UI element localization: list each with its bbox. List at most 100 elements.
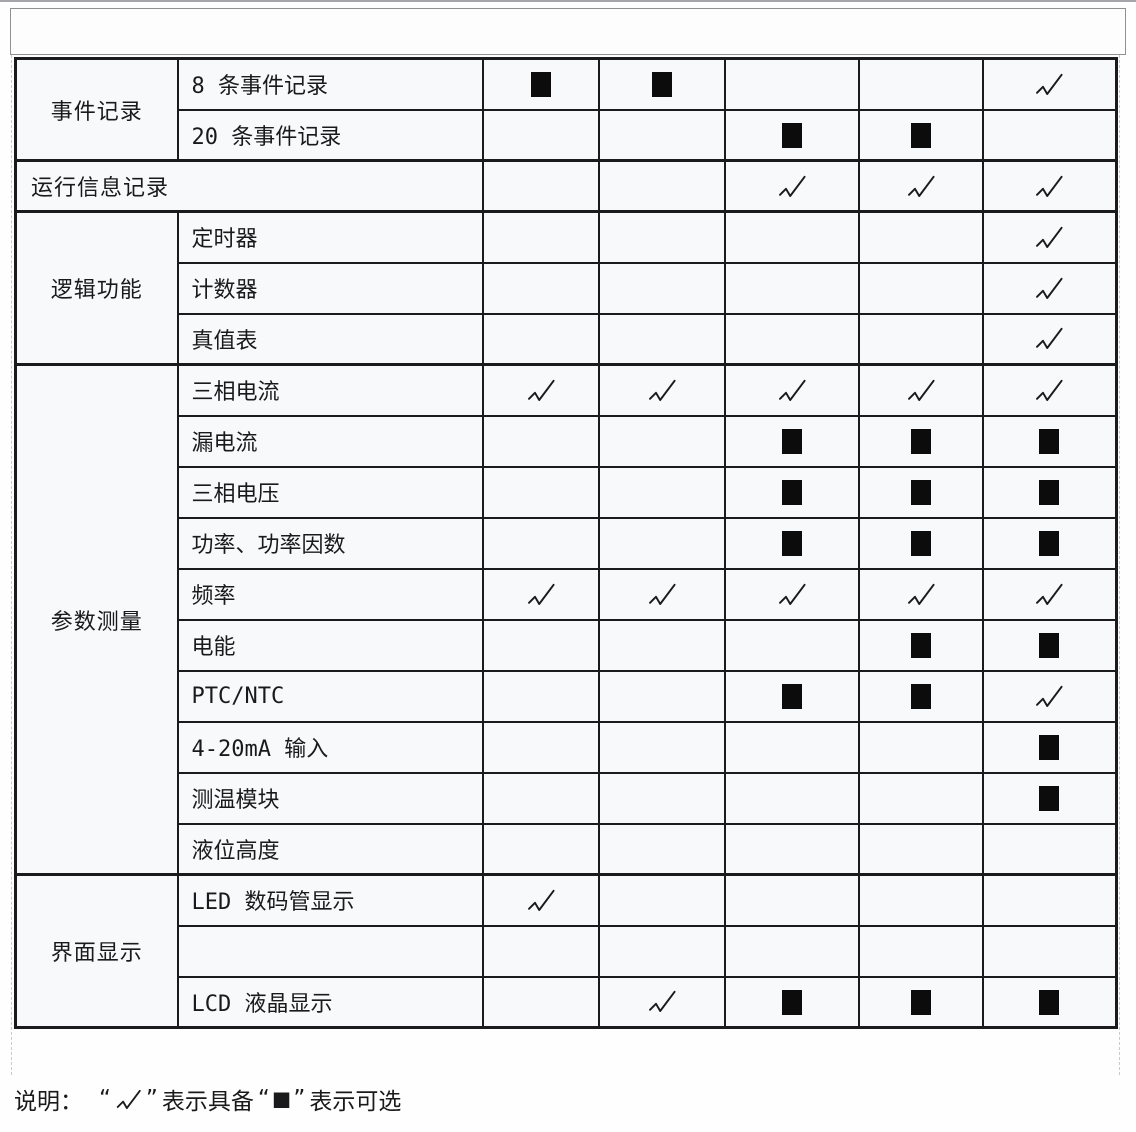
table-row: 参数测量 三相电流 <box>14 363 1118 876</box>
check-icon <box>907 175 935 197</box>
check-mark-cell <box>981 210 1118 264</box>
square-icon <box>1039 530 1060 556</box>
legend-check-meaning: 表示具备 <box>161 1089 254 1115</box>
feature-cell: 定时器 <box>176 210 484 264</box>
check-mark-cell <box>981 312 1118 366</box>
empty-mark-cell <box>597 516 726 570</box>
empty-mark-cell <box>857 261 984 315</box>
square-mark-cell <box>723 108 860 162</box>
empty-mark-cell <box>481 771 600 825</box>
table-row: 测温模块 <box>16 771 1118 825</box>
square-icon <box>1039 479 1060 505</box>
table-row: PTC/NTC <box>16 669 1118 723</box>
square-mark-cell <box>857 516 984 570</box>
check-icon <box>907 583 935 605</box>
table-row: 界面显示 LED 数码管显示 <box>14 873 1118 1029</box>
quote-close: ” <box>293 1086 306 1112</box>
table-row: 真值表 <box>16 312 1118 366</box>
square-mark-cell <box>857 618 984 672</box>
empty-mark-cell <box>597 720 726 774</box>
empty-mark-cell <box>597 618 726 672</box>
table-row: 功率、功率因数 <box>16 516 1118 570</box>
square-mark-cell <box>981 771 1118 825</box>
check-icon <box>778 583 806 605</box>
square-mark-cell <box>597 57 726 111</box>
square-icon <box>910 122 931 148</box>
check-icon <box>1036 583 1063 605</box>
empty-mark-cell <box>597 771 726 825</box>
table-row: 漏电流 <box>16 414 1118 468</box>
empty-mark-cell <box>857 822 984 876</box>
quote-open: “ <box>257 1086 270 1112</box>
check-mark-cell <box>481 567 600 621</box>
table-row: 逻辑功能 定时器 <box>14 210 1118 366</box>
square-mark-cell <box>857 669 984 723</box>
category-cell: 运行信息记录 <box>14 159 484 213</box>
empty-mark-cell <box>597 924 726 978</box>
empty-mark-cell <box>981 108 1118 162</box>
square-mark-cell <box>857 975 984 1029</box>
square-icon <box>1039 428 1060 454</box>
square-mark-cell <box>723 414 860 468</box>
table-row: 4-20mA 输入 <box>16 720 1118 774</box>
empty-mark-cell <box>723 873 860 927</box>
feature-cell: 20 条事件记录 <box>176 108 484 162</box>
empty-mark-cell <box>597 669 726 723</box>
empty-mark-cell <box>723 312 860 366</box>
empty-mark-cell <box>481 159 600 213</box>
square-icon <box>1039 734 1060 760</box>
empty-mark-cell <box>481 720 600 774</box>
check-mark-cell <box>857 567 984 621</box>
table-row <box>16 924 1118 978</box>
empty-mark-cell <box>481 924 600 978</box>
legend-square-meaning: 表示可选 <box>309 1089 402 1115</box>
check-icon <box>1036 328 1063 350</box>
quote-close: ” <box>145 1086 158 1112</box>
check-icon <box>1036 175 1063 197</box>
check-icon <box>1036 226 1063 248</box>
empty-mark-cell <box>481 822 600 876</box>
feature-cell: PTC/NTC <box>176 669 484 723</box>
empty-mark-cell <box>723 924 860 978</box>
square-mark-cell <box>981 414 1118 468</box>
square-mark-cell <box>723 465 860 519</box>
square-icon <box>651 72 672 97</box>
table-left-guide-line <box>11 55 12 1075</box>
empty-mark-cell <box>723 261 860 315</box>
empty-mark-cell <box>481 669 600 723</box>
check-mark-cell <box>597 975 726 1029</box>
square-mark-cell <box>981 720 1118 774</box>
empty-mark-cell <box>481 261 600 315</box>
feature-cell: 液位高度 <box>176 822 484 876</box>
table-row: 计数器 <box>16 261 1118 315</box>
table-row: 事件记录 8 条事件记录 <box>14 57 1118 162</box>
feature-table-body: 事件记录 8 条事件记录 20 条事件记录 运行信息记录 逻辑功能 定时器 计数器 真值表 参数… <box>14 57 1118 1029</box>
empty-mark-cell <box>597 312 726 366</box>
empty-mark-cell <box>597 465 726 519</box>
empty-mark-cell <box>597 159 726 213</box>
empty-mark-cell <box>481 210 600 264</box>
empty-mark-cell <box>723 57 860 111</box>
table-right-guide-line <box>1119 55 1120 1075</box>
feature-cell: 电能 <box>176 618 484 672</box>
square-icon <box>1039 632 1060 658</box>
empty-mark-cell <box>597 210 726 264</box>
check-mark-cell <box>857 159 984 213</box>
check-icon <box>115 1086 142 1112</box>
square-mark-cell <box>481 57 600 111</box>
square-mark-cell <box>981 465 1118 519</box>
empty-mark-cell <box>857 57 984 111</box>
check-mark-cell <box>857 363 984 417</box>
top-divider-line <box>0 0 1136 2</box>
check-icon <box>778 379 806 401</box>
check-icon <box>1036 277 1063 299</box>
square-icon <box>781 530 802 556</box>
empty-mark-cell <box>597 822 726 876</box>
feature-comparison-table: 事件记录 8 条事件记录 20 条事件记录 运行信息记录 逻辑功能 定时器 计数器 真值表 参数… <box>14 57 1118 1029</box>
check-icon <box>778 175 806 197</box>
check-icon <box>648 379 676 401</box>
empty-mark-cell <box>481 975 600 1029</box>
check-mark-cell <box>981 669 1118 723</box>
empty-mark-cell <box>481 618 600 672</box>
